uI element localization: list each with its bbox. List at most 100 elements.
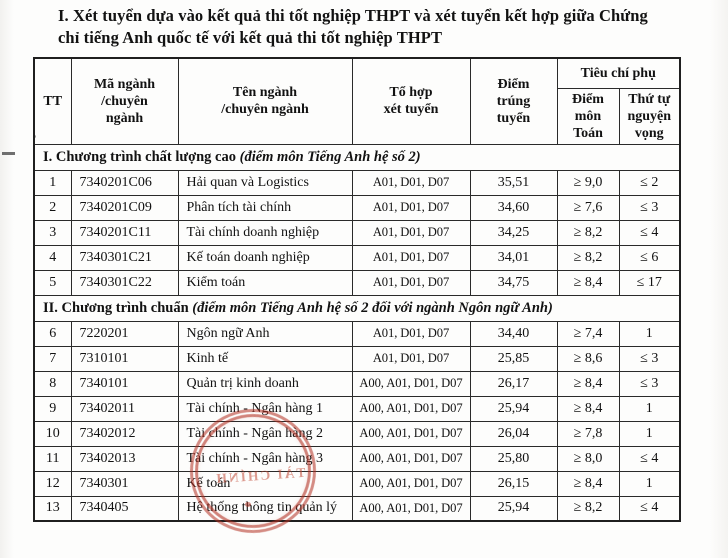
cell-priority: ≤ 3	[618, 345, 681, 372]
cell-score: 34,60	[469, 194, 558, 221]
cell-priority: 1	[618, 395, 681, 422]
cell-score: 35,51	[469, 169, 558, 196]
cell-priority: ≤ 4	[618, 495, 681, 522]
cell-math: ≥ 8,4	[556, 370, 620, 397]
scan-noise-dash	[2, 152, 15, 155]
table-row: 12 7340301 Kế toán A00, A01, D01, D07 26…	[33, 470, 681, 497]
cell-priority: 1	[618, 320, 681, 347]
cell-tt: 6	[33, 320, 72, 347]
cell-name: Phân tích tài chính	[177, 194, 353, 221]
cell-name: Tài chính - Ngân hàng 2	[177, 420, 353, 447]
table-row: 7 7310101 Kinh tế A01, D01, D07 25,85 ≥ …	[33, 345, 681, 372]
cell-code: 7220201	[70, 320, 179, 347]
header-major-code: Mã ngành /chuyên ngành	[70, 57, 179, 145]
table-row: 1 7340201C06 Hải quan và Logistics A01, …	[33, 169, 681, 196]
cell-score: 25,85	[469, 345, 558, 372]
cell-code: 7340405	[70, 495, 179, 522]
cell-math: ≥ 8,4	[556, 470, 620, 497]
cell-combo: A00, A01, D01, D07	[351, 445, 471, 472]
table-row: 8 7340101 Quản trị kinh doanh A00, A01, …	[33, 370, 681, 397]
cell-tt: 8	[33, 370, 72, 397]
cell-tt: 2	[33, 194, 72, 221]
cell-name: Kế toán	[177, 470, 353, 497]
cell-math: ≥ 8,4	[556, 269, 620, 296]
table-row: 10 73402012 Tài chính - Ngân hàng 2 A00,…	[33, 420, 681, 447]
cell-name: Hải quan và Logistics	[177, 169, 353, 196]
cell-code: 7310101	[70, 345, 179, 372]
cell-combo: A00, A01, D01, D07	[351, 420, 471, 447]
cell-name: Tài chính - Ngân hàng 3	[177, 445, 353, 472]
header-major-name: Tên ngành /chuyên ngành	[177, 57, 353, 145]
header-tt: TT	[33, 57, 72, 145]
cell-math: ≥ 8,6	[556, 345, 620, 372]
cell-math: ≥ 8,4	[556, 395, 620, 422]
cell-tt: 1	[33, 169, 72, 196]
table-row: 3 7340201C11 Tài chính doanh nghiệp A01,…	[33, 219, 681, 246]
cell-math: ≥ 9,0	[556, 169, 620, 196]
section-title-cell: I. Chương trình chất lượng cao (điểm môn…	[33, 143, 681, 171]
cell-code: 73402011	[70, 395, 179, 422]
cell-priority: ≤ 4	[618, 445, 681, 472]
cell-name: Ngôn ngữ Anh	[177, 320, 353, 347]
table-row: 13 7340405 Hệ thống thông tin quản lý A0…	[33, 495, 681, 522]
cell-combo: A01, D01, D07	[351, 320, 471, 347]
cell-score: 34,25	[469, 219, 558, 246]
table-row: 6 7220201 Ngôn ngữ Anh A01, D01, D07 34,…	[33, 320, 681, 347]
cell-tt: 9	[33, 395, 72, 422]
section-title-cell: II. Chương trình chuẩn (điểm môn Tiếng A…	[33, 294, 681, 322]
cell-code: 73402013	[70, 445, 179, 472]
cell-math: ≥ 8,0	[556, 445, 620, 472]
cell-tt: 5	[33, 269, 72, 296]
cell-tt: 10	[33, 420, 72, 447]
cell-combo: A00, A01, D01, D07	[351, 470, 471, 497]
cell-name: Hệ thống thông tin quản lý	[177, 495, 353, 522]
cell-score: 26,04	[469, 420, 558, 447]
cell-math: ≥ 7,6	[556, 194, 620, 221]
cell-math: ≥ 7,8	[556, 420, 620, 447]
cell-math: ≥ 8,2	[556, 219, 620, 246]
table-row: 4 7340301C21 Kế toán doanh nghiệp A01, D…	[33, 244, 681, 271]
cell-priority: ≤ 6	[618, 244, 681, 271]
cell-tt: 11	[33, 445, 72, 472]
section-title: I. Chương trình chất lượng cao	[43, 148, 236, 165]
cell-name: Kế toán doanh nghiệp	[177, 244, 353, 271]
cell-combo: A01, D01, D07	[351, 244, 471, 271]
cell-combo: A01, D01, D07	[351, 345, 471, 372]
cell-score: 26,15	[469, 470, 558, 497]
cell-score: 25,94	[469, 495, 558, 522]
cell-priority: ≤ 2	[618, 169, 681, 196]
cell-math: ≥ 7,4	[556, 320, 620, 347]
header-subject-combo: Tổ hợp xét tuyển	[351, 57, 471, 145]
cell-priority: 1	[618, 470, 681, 497]
cell-code: 7340301	[70, 470, 179, 497]
cell-priority: ≤ 3	[618, 194, 681, 221]
section-title: II. Chương trình chuẩn	[43, 299, 189, 316]
cell-tt: 12	[33, 470, 72, 497]
cell-name: Tài chính doanh nghiệp	[177, 219, 353, 246]
table-header: TT Mã ngành /chuyên ngành Tên ngành /chu…	[33, 57, 681, 145]
cell-priority: ≤ 3	[618, 370, 681, 397]
cell-tt: 13	[33, 495, 72, 522]
cell-combo: A01, D01, D07	[351, 169, 471, 196]
cell-combo: A01, D01, D07	[351, 194, 471, 221]
cell-math: ≥ 8,2	[556, 495, 620, 522]
table-row: 9 73402011 Tài chính - Ngân hàng 1 A00, …	[33, 395, 681, 422]
cell-priority: ≤ 17	[618, 269, 681, 296]
cell-math: ≥ 8,2	[556, 244, 620, 271]
cell-code: 7340201C06	[70, 169, 179, 196]
cell-score: 25,80	[469, 445, 558, 472]
header-priority-order: Thứ tự nguyện vọng	[618, 87, 681, 145]
cell-priority: 1	[618, 420, 681, 447]
header-math-score: Điểm môn Toán	[556, 87, 620, 145]
cell-priority: ≤ 4	[618, 219, 681, 246]
cell-code: 7340201C09	[70, 194, 179, 221]
cell-score: 34,01	[469, 244, 558, 271]
header-subcriteria-group: Tiêu chí phụ	[556, 57, 681, 89]
section-note: (điểm môn Tiếng Anh hệ số 2)	[239, 148, 421, 165]
cell-code: 7340301C21	[70, 244, 179, 271]
cell-code: 7340201C11	[70, 219, 179, 246]
cell-name: Kinh tế	[177, 345, 353, 372]
cell-combo: A01, D01, D07	[351, 219, 471, 246]
cell-code: 7340301C22	[70, 269, 179, 296]
